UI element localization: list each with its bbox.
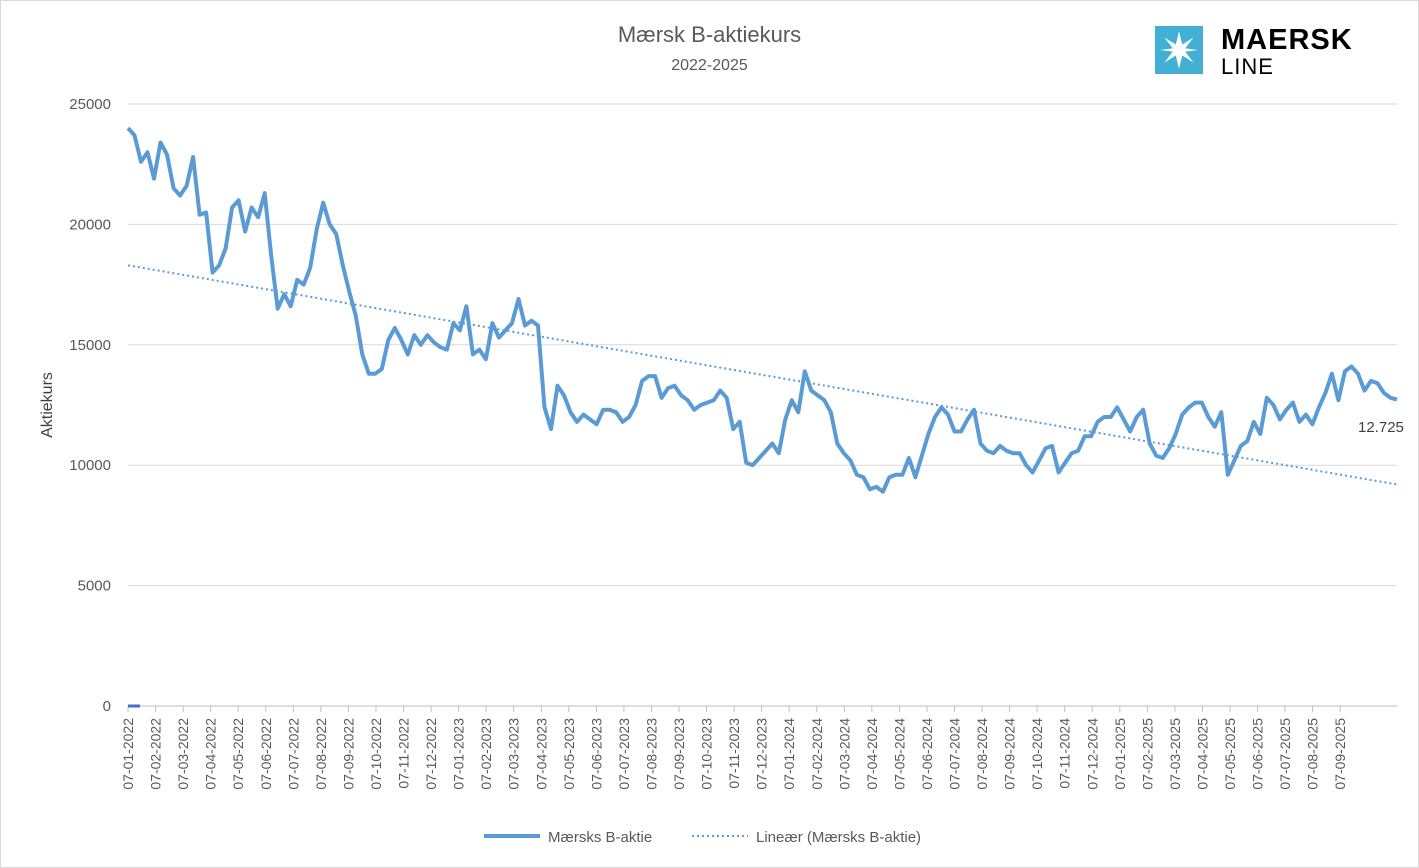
x-tick-label: 07-03-2024 bbox=[836, 718, 852, 790]
y-tick-label: 10000 bbox=[69, 457, 111, 474]
x-tick-label: 07-09-2023 bbox=[671, 718, 687, 790]
x-tick-label: 07-01-2024 bbox=[781, 718, 797, 790]
y-axis-ticks: 0 5000 10000 15000 20000 25000 bbox=[69, 96, 111, 715]
series-layer bbox=[126, 126, 1398, 708]
x-tick-label: 07-12-2022 bbox=[423, 718, 439, 790]
x-tick-label: 07-07-2024 bbox=[947, 718, 963, 790]
x-tick-label: 07-06-2025 bbox=[1250, 718, 1266, 790]
x-tick-label: 07-06-2023 bbox=[588, 718, 604, 790]
x-tick-label: 07-09-2022 bbox=[340, 718, 356, 790]
y-tick-label: 15000 bbox=[69, 337, 111, 354]
maersk-star-icon bbox=[1155, 26, 1203, 74]
x-axis: 07-01-2022 07-02-2022 07-03-2022 07-04-2022… bbox=[120, 705, 1397, 790]
legend-item-maersk: Mærsks B-aktie bbox=[548, 829, 652, 846]
gridlines bbox=[128, 103, 1397, 707]
x-tick-label: 07-06-2024 bbox=[919, 718, 935, 790]
x-tick-label: 07-05-2022 bbox=[230, 718, 246, 790]
series-line-maersk bbox=[126, 126, 1398, 494]
x-tick-label: 07-07-2023 bbox=[616, 718, 632, 790]
x-tick-label: 07-09-2024 bbox=[1002, 718, 1018, 790]
x-tick-label: 07-07-2025 bbox=[1277, 718, 1293, 790]
legend: Mærsks B-aktie Lineær (Mærsks B-aktie) bbox=[484, 829, 921, 846]
x-tick-label: 07-06-2022 bbox=[258, 718, 274, 790]
x-tick-label: 07-10-2024 bbox=[1029, 718, 1045, 790]
y-tick-label: 5000 bbox=[78, 578, 111, 595]
x-tick-label: 07-02-2022 bbox=[148, 718, 164, 790]
x-tick-label: 07-11-2024 bbox=[1057, 718, 1073, 789]
x-tick-label: 07-10-2022 bbox=[368, 718, 384, 790]
x-tick-label: 07-11-2023 bbox=[726, 718, 742, 789]
x-tick-label: 07-01-2023 bbox=[451, 718, 467, 790]
x-tick-label: 07-05-2025 bbox=[1222, 718, 1238, 790]
x-tick-label: 07-02-2025 bbox=[1139, 718, 1155, 790]
x-tick-label: 07-01-2022 bbox=[120, 718, 136, 790]
legend-item-trend: Lineær (Mærsks B-aktie) bbox=[756, 829, 921, 846]
x-tick-label: 07-10-2023 bbox=[699, 718, 715, 790]
maersk-line-logo: MAERSK LINE bbox=[1155, 24, 1395, 79]
x-tick-label: 07-04-2022 bbox=[203, 718, 219, 790]
x-tick-label: 07-03-2023 bbox=[506, 718, 522, 790]
y-tick-label: 25000 bbox=[69, 96, 111, 113]
last-value-label: 12.725 bbox=[1358, 419, 1404, 436]
chart-title: Mærsk B-aktiekurs bbox=[617, 22, 802, 47]
x-tick-label: 07-05-2023 bbox=[561, 718, 577, 790]
chart-subtitle: 2022-2025 bbox=[671, 57, 748, 74]
x-tick-label: 07-03-2022 bbox=[175, 718, 191, 790]
x-tick-label: 07-08-2022 bbox=[313, 718, 329, 790]
x-tick-label: 07-12-2024 bbox=[1084, 718, 1100, 790]
y-axis-title: Aktiekurs bbox=[39, 372, 56, 438]
logo-subline: LINE bbox=[1221, 54, 1274, 79]
x-tick-label: 07-02-2024 bbox=[809, 718, 825, 790]
x-tick-label: 07-11-2022 bbox=[396, 718, 412, 789]
x-tick-label: 07-12-2023 bbox=[754, 718, 770, 790]
x-tick-label: 07-01-2025 bbox=[1112, 718, 1128, 790]
x-tick-label: 07-03-2025 bbox=[1167, 718, 1183, 790]
x-tick-label: 07-05-2024 bbox=[891, 718, 907, 790]
x-tick-label: 07-02-2023 bbox=[478, 718, 494, 790]
x-tick-label: 07-04-2025 bbox=[1194, 718, 1210, 790]
x-tick-label: 07-04-2024 bbox=[864, 718, 880, 790]
y-tick-label: 0 bbox=[103, 698, 111, 715]
logo-wordmark: MAERSK bbox=[1221, 24, 1353, 56]
x-tick-label: 07-07-2022 bbox=[285, 718, 301, 790]
x-tick-label: 07-08-2023 bbox=[643, 718, 659, 790]
x-tick-label: 07-08-2025 bbox=[1305, 718, 1321, 790]
x-tick-label: 07-04-2023 bbox=[533, 718, 549, 790]
x-tick-label: 07-09-2025 bbox=[1332, 718, 1348, 790]
x-tick-label: 07-08-2024 bbox=[974, 718, 990, 790]
y-tick-label: 20000 bbox=[69, 216, 111, 233]
